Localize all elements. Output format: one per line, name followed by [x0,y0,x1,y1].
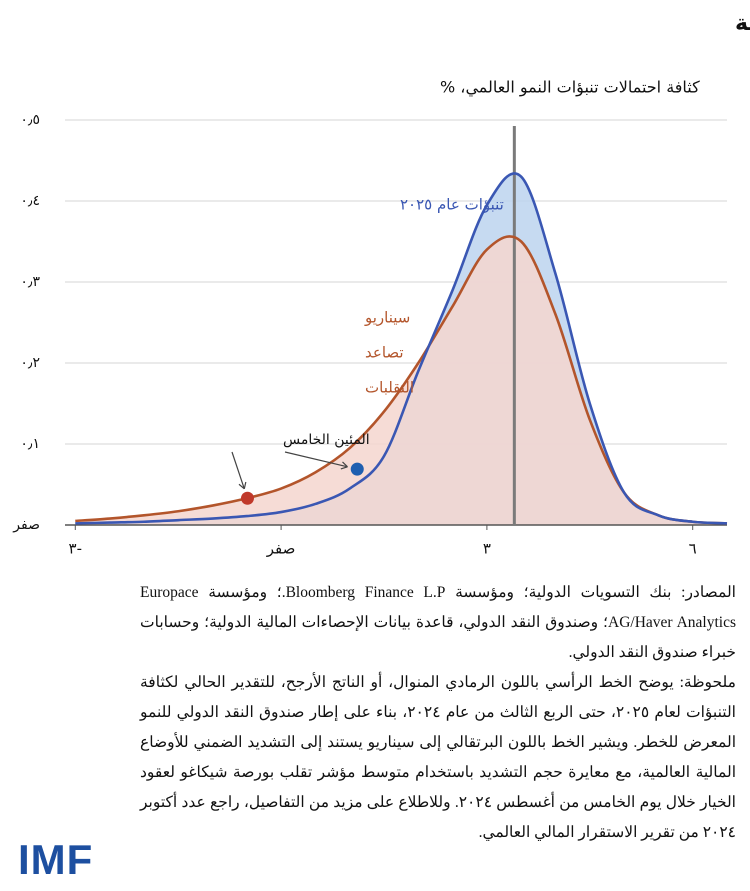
sources: المصادر: بنك التسويات الدولية؛ ومؤسسة Bl… [140,584,737,661]
x-tick-label: ٣- [69,540,82,558]
y-tick-label: ٠٫٣ [20,274,40,290]
chart-subtitle: كثافة احتمالات تنبؤات النمو العالمي، % [440,78,700,98]
density-line [75,172,728,525]
series-label: التقلبات [365,379,414,397]
y-tick-label: ٠٫١ [20,436,40,452]
x-tick-label: ٦ [689,540,697,558]
series-label: تصاعد [365,344,404,362]
y-tick-label: ٠٫٥ [20,112,40,128]
percentile-point [350,462,364,476]
y-tick-label: ٠٫٤ [20,193,40,209]
logo: IMF [18,836,94,883]
y-tick-label: ٠٫٢ [20,355,40,371]
arrow [284,451,348,468]
arrow-head [340,461,348,470]
area [75,236,727,525]
series-label: سيناريو [364,309,410,327]
note: ملحوظة: يوضح الخط الرأسي باللون الرمادي … [140,674,736,841]
x-tick-label: ٣ [483,540,491,558]
arrow-head [238,481,247,490]
y-tick-label: صفر [12,517,40,533]
percentile-point [240,491,254,505]
x-tick-label: صفر [266,540,296,558]
chart-title: المخاطر المهددة للنمو العالمي تميل إلى ج… [735,11,750,36]
series-label: تنبؤات عام ٢٠٢٥ [400,196,504,214]
marker-label: المئين الخامس [283,432,370,448]
arrow [231,451,245,489]
chart: المخاطر المهددة للنمو العالمي تميل إلى ج… [12,11,750,558]
footnotes: المصادر: بنك التسويات الدولية؛ ومؤسسة Bl… [140,578,736,848]
